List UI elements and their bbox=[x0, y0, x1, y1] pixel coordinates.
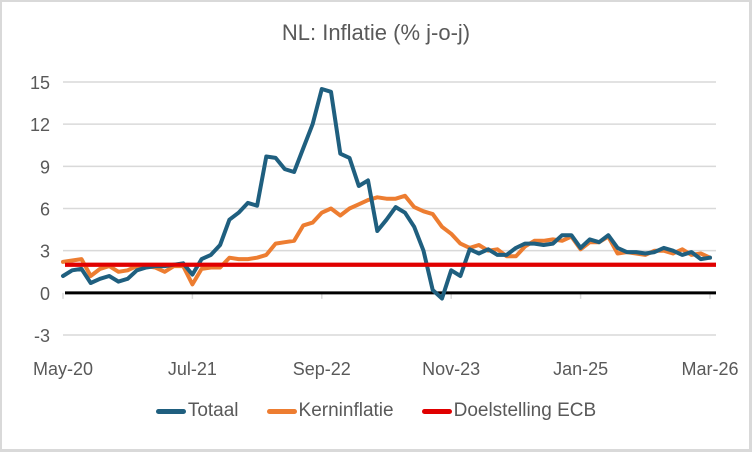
gridlines bbox=[63, 81, 716, 336]
legend-label-kerninflatie: Kerninflatie bbox=[298, 400, 394, 421]
y-tick-label: 15 bbox=[30, 73, 50, 93]
y-tick-label: -3 bbox=[34, 326, 50, 346]
x-tick-label: Sep-22 bbox=[293, 359, 351, 379]
series-line-totaal bbox=[61, 87, 712, 301]
x-axis: May-20 Jul-21 Sep-22 Nov-23 Jan-25 Mar-26 bbox=[33, 292, 739, 379]
x-tick-label: Mar-26 bbox=[681, 359, 738, 379]
legend-item-kerninflatie: Kerninflatie bbox=[266, 400, 394, 422]
y-tick-label: 12 bbox=[30, 115, 50, 135]
legend-label-doelstelling-ecb: Doelstelling ECB bbox=[453, 400, 597, 421]
y-tick-label: 3 bbox=[40, 242, 50, 262]
legend-swatch-kerninflatie bbox=[266, 408, 297, 414]
y-tick-label: 9 bbox=[40, 157, 50, 177]
legend-label-totaal: Totaal bbox=[187, 400, 239, 421]
y-tick-label: 6 bbox=[40, 200, 50, 220]
series-lines bbox=[61, 87, 716, 301]
legend-item-doelstelling-ecb: Doelstelling ECB bbox=[421, 400, 597, 422]
legend-swatch-doelstelling-ecb bbox=[421, 408, 452, 414]
x-tick-label: Jul-21 bbox=[168, 359, 217, 379]
x-tick-label: Nov-23 bbox=[422, 359, 480, 379]
legend-item-totaal: Totaal bbox=[155, 400, 239, 422]
x-tick-label: May-20 bbox=[33, 359, 93, 379]
legend-swatch-totaal bbox=[155, 408, 186, 414]
y-tick-label: 0 bbox=[40, 284, 50, 304]
chart-title: NL: Inflatie (% j-o-j) bbox=[281, 20, 471, 45]
y-axis: -3 0 3 6 9 12 15 bbox=[30, 73, 50, 346]
x-tick-label: Jan-25 bbox=[553, 359, 608, 379]
legend: Totaal Kerninflatie Doelstelling ECB bbox=[0, 400, 752, 422]
